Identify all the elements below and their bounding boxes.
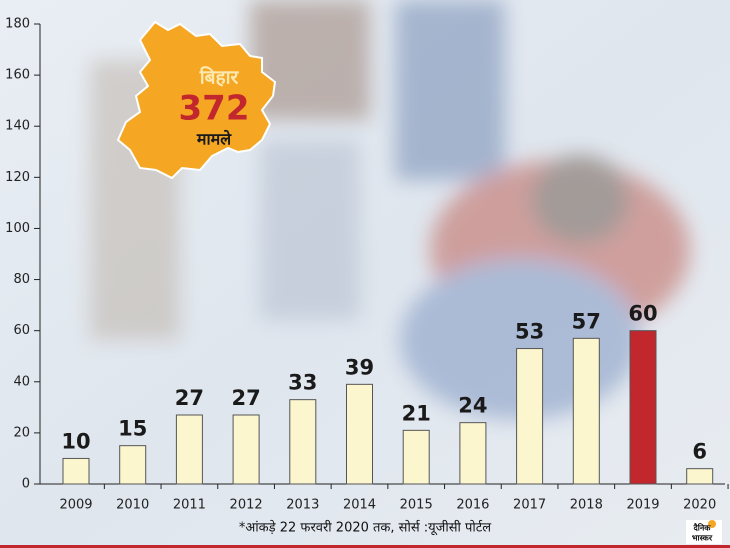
y-tick-label: 160 [5,68,30,83]
x-tick-label: 2014 [343,498,376,513]
bar [629,330,657,485]
y-tick-label: 20 [13,425,30,440]
bar [572,337,600,485]
value-label: 10 [61,429,90,453]
x-tick-label: 2015 [400,498,433,513]
value-label: 53 [515,320,544,344]
value-label: 57 [572,309,601,333]
value-label: 60 [628,302,657,326]
x-tick-label: 2016 [456,498,489,513]
y-tick-label: 0 [22,477,30,492]
logo-line: दैनिक [693,523,712,533]
bar [175,414,203,485]
value-label: 24 [458,394,487,418]
x-tick-label: 2010 [116,498,149,513]
x-tick-label: 2012 [230,498,263,513]
y-tick-label: 80 [13,272,30,287]
value-label: 21 [402,401,431,425]
x-tick-label: 2018 [570,498,603,513]
map-total: 372 [179,89,250,129]
bar [346,383,373,485]
x-tick-label: 2020 [683,498,716,513]
bar [119,445,147,485]
y-tick-label: 140 [5,119,30,134]
x-tick-label: 2009 [59,498,92,513]
x-tick-label: 2017 [513,498,546,513]
bar [62,457,90,485]
value-label: 27 [231,386,260,410]
value-label: 15 [118,417,147,441]
map-state-label: बिहार [199,66,240,89]
value-label: 39 [345,355,374,379]
map-unit: मामले [196,130,232,149]
y-tick-label: 60 [13,323,30,338]
bar [686,468,714,485]
bar [289,399,317,485]
bar [459,422,487,485]
state-map [116,20,277,180]
bar [516,348,544,485]
footnote: *आंकड़े 22 फरवरी 2020 तक, सोर्स :यूजीसी … [239,520,491,536]
value-label: 33 [288,371,317,395]
logo-sun [708,520,716,528]
x-tick-label: 2013 [286,498,319,513]
y-tick-label: 120 [5,170,30,185]
value-label: 6 [692,440,707,464]
bar [402,429,430,485]
bottom-rule [0,545,730,548]
y-tick-label: 40 [13,374,30,389]
logo-line: भास्कर [692,534,713,543]
value-label: 27 [175,386,204,410]
y-tick-label: 100 [5,221,30,236]
x-tick-label: 2011 [173,498,206,513]
bar [232,414,260,485]
y-tick-label: 180 [5,17,30,32]
x-tick-label: 2019 [626,498,659,513]
